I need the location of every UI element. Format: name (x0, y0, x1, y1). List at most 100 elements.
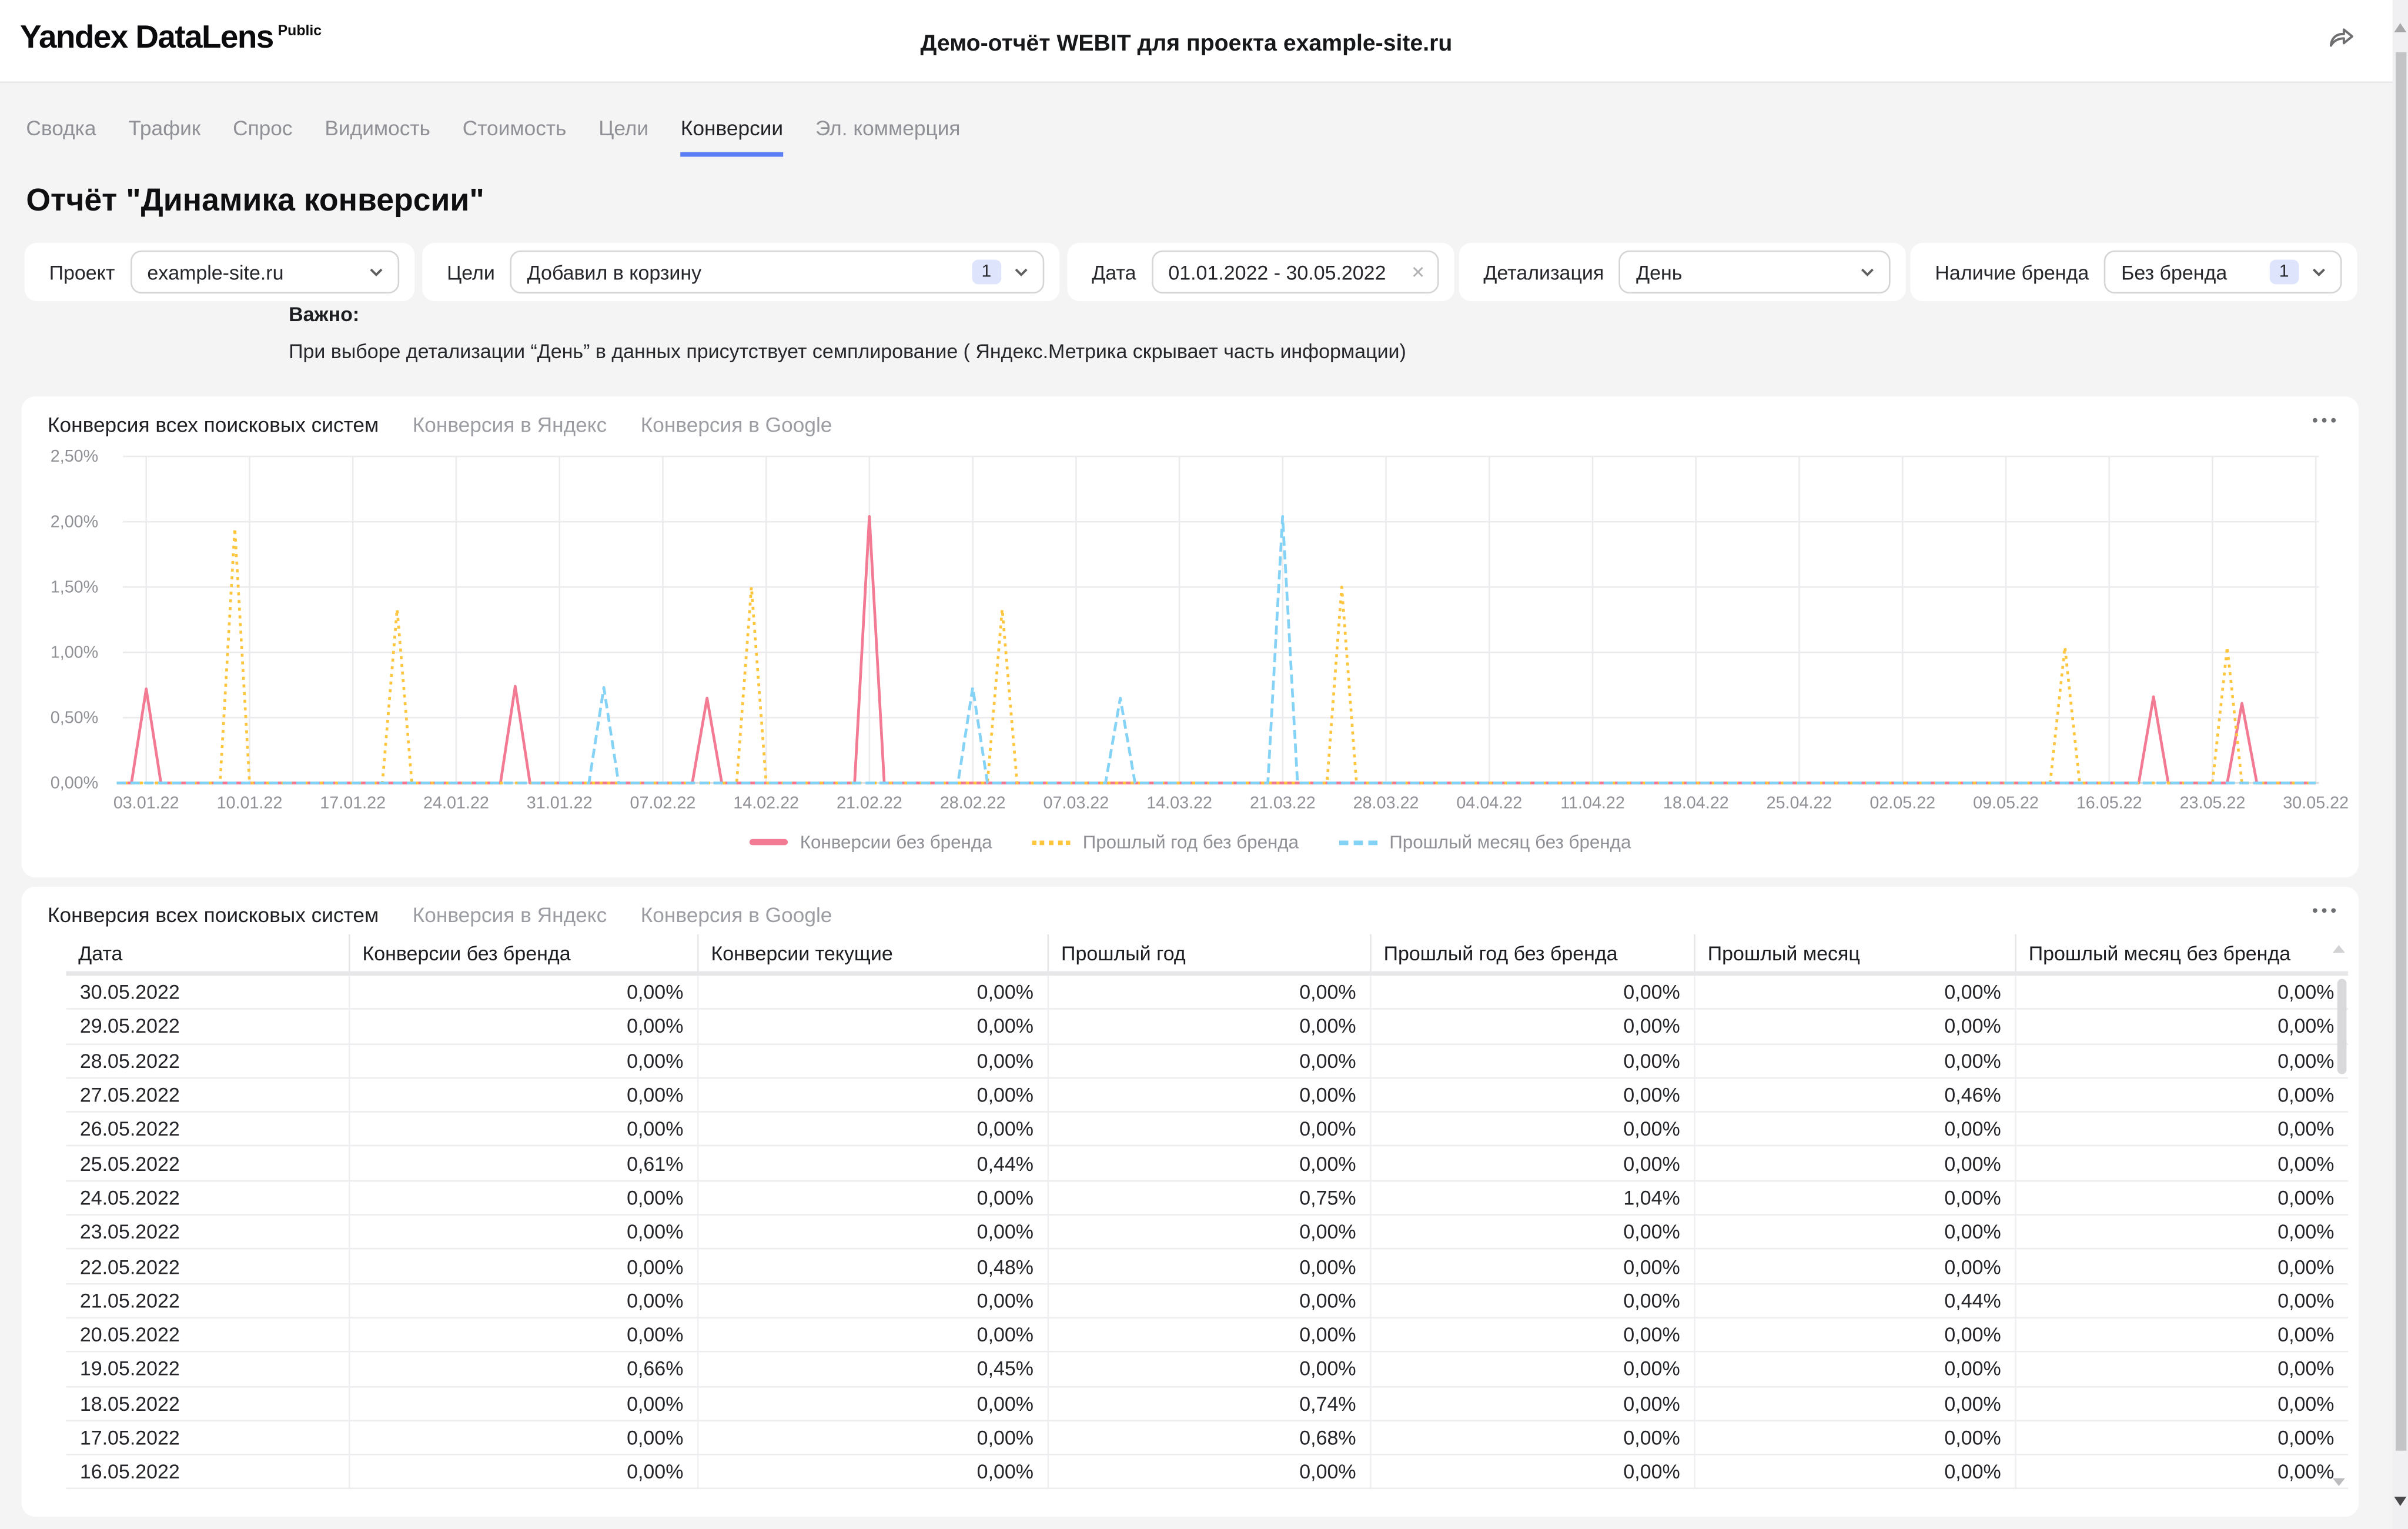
date-cell: 28.05.2022 (66, 1044, 350, 1077)
column-header[interactable]: Конверсии без бренда (350, 934, 699, 972)
dot-icon (2330, 418, 2336, 423)
table-scroll-down-icon[interactable] (2332, 1478, 2345, 1486)
table-row: 18.05.2022 0,00% 0,00% 0,74% 0,00% 0,00% 0,00% (66, 1387, 2349, 1421)
dot-icon (2322, 418, 2327, 423)
value-cell: 0,00% (1049, 1216, 1372, 1248)
x-axis-label: 07.02.22 (630, 793, 696, 812)
value-cell: 1,04% (1372, 1181, 1695, 1214)
value-cell: 0,00% (1695, 1044, 2016, 1077)
widget-tab[interactable]: Конверсия в Google (640, 903, 832, 927)
value-cell: 0,00% (1049, 1147, 1372, 1180)
table-body: 30.05.2022 0,00% 0,00% 0,00% 0,00% 0,00% 0,00%… (66, 976, 2349, 1490)
value-cell: 0,00% (1695, 1010, 2016, 1043)
widget-tab[interactable]: Конверсия всех поисковых систем (47, 903, 379, 927)
x-axis-label: 04.04.22 (1456, 793, 1522, 812)
column-header[interactable]: Прошлый месяц без бренда (2028, 941, 2291, 964)
value-cell: 0,00% (1372, 1250, 1695, 1283)
legend-item[interactable]: Прошлый год без бренда (1032, 832, 1299, 853)
selected-count-badge: 1 (971, 259, 1002, 285)
clear-icon[interactable]: ✕ (1411, 263, 1426, 282)
table-scrollbar-thumb[interactable] (2337, 979, 2347, 1074)
table-row: 19.05.2022 0,66% 0,45% 0,00% 0,00% 0,00% 0,00% (66, 1353, 2349, 1387)
legend-label: Прошлый месяц без бренда (1389, 831, 1631, 853)
date-cell: 23.05.2022 (66, 1216, 350, 1248)
nav-tab[interactable]: Стоимость (462, 116, 567, 140)
widget-tab[interactable]: Конверсия всех поисковых систем (47, 413, 379, 437)
value-cell: 0,00% (1372, 1387, 1695, 1420)
value-cell: 0,00% (699, 1079, 1049, 1111)
table-menu-button[interactable] (2313, 900, 2336, 920)
project-select[interactable]: example-site.ru (130, 250, 400, 294)
column-header[interactable]: Прошлый месяц (1695, 934, 2016, 972)
value-cell: 0,00% (1372, 1216, 1695, 1248)
selected-count-badge: 1 (2269, 259, 2299, 285)
table-row: 21.05.2022 0,00% 0,00% 0,00% 0,00% 0,44% 0,00% (66, 1284, 2349, 1318)
page-scrollbar[interactable] (2392, 0, 2408, 1529)
table-row: 25.05.2022 0,61% 0,44% 0,00% 0,00% 0,00% 0,00% (66, 1147, 2349, 1181)
value-cell: 0,00% (350, 1284, 699, 1317)
widget-tab[interactable]: Конверсия в Google (640, 413, 832, 437)
column-header[interactable]: Прошлый год (1049, 934, 1372, 972)
goals-value: Добавил в корзину (527, 260, 702, 284)
value-cell: 0,00% (699, 1044, 1049, 1077)
y-axis-label: 0,00% (51, 774, 98, 793)
widget-tab[interactable]: Конверсия в Яндекс (412, 903, 607, 927)
chevron-down-icon (370, 268, 383, 276)
date-range-input[interactable]: 01.01.2022 - 30.05.2022 ✕ (1151, 250, 1439, 294)
value-cell: 0,44% (699, 1147, 1049, 1180)
value-cell: 0,00% (1049, 976, 1372, 1009)
value-cell: 0,68% (1049, 1421, 1372, 1454)
value-cell: 0,00% (2277, 1186, 2335, 1210)
date-cell: 29.05.2022 (66, 1010, 350, 1043)
legend-item[interactable]: Прошлый месяц без бренда (1339, 832, 1631, 853)
legend-swatch-dotted (1032, 840, 1071, 844)
nav-tab[interactable]: Спрос (233, 116, 293, 140)
goals-select[interactable]: Добавил в корзину 1 (510, 250, 1045, 294)
filter-goals: Цели Добавил в корзину 1 (422, 242, 1060, 302)
scroll-down-arrow-icon[interactable] (2394, 1497, 2407, 1506)
x-axis-label: 11.04.22 (1560, 793, 1625, 812)
nav-tab[interactable]: Цели (598, 116, 649, 140)
value-cell: 0,00% (1049, 1113, 1372, 1146)
nav-tab[interactable]: Видимость (325, 116, 430, 140)
page-scrollbar-thumb[interactable] (2394, 52, 2406, 1451)
x-axis-label: 18.04.22 (1663, 793, 1729, 812)
nav-tab[interactable]: Сводка (26, 116, 96, 140)
detail-select[interactable]: День (1619, 250, 1891, 294)
chart-menu-button[interactable] (2313, 410, 2336, 430)
filter-label: Цели (447, 260, 495, 284)
nav-tab[interactable]: Эл. коммерция (815, 116, 961, 140)
value-cell: 0,00% (350, 1181, 699, 1214)
y-axis-label: 2,50% (51, 447, 98, 466)
x-axis-label: 23.05.22 (2180, 793, 2246, 812)
brand-select[interactable]: Без бренда 1 (2104, 250, 2342, 294)
value-cell: 0,00% (1049, 1044, 1372, 1077)
date-cell: 19.05.2022 (66, 1353, 350, 1386)
widget-tab[interactable]: Конверсия в Яндекс (412, 413, 607, 437)
value-cell: 0,00% (699, 1318, 1049, 1351)
date-cell: 18.05.2022 (66, 1387, 350, 1420)
share-button[interactable] (2326, 22, 2357, 52)
value-cell: 0,00% (1049, 1455, 1372, 1488)
note-text: При выборе детализации “День” в данных п… (289, 339, 1406, 363)
value-cell: 0,00% (1695, 1216, 2016, 1248)
legend-label: Конверсии без бренда (800, 831, 992, 853)
chevron-down-icon (1015, 268, 1028, 276)
x-axis-label: 24.01.22 (423, 793, 489, 812)
x-axis-label: 10.01.22 (217, 793, 283, 812)
nav-tab[interactable]: Конверсии (680, 117, 784, 157)
table-row: 20.05.2022 0,00% 0,00% 0,00% 0,00% 0,00% 0,00% (66, 1318, 2349, 1353)
value-cell: 0,00% (2277, 1151, 2335, 1176)
column-header[interactable]: Прошлый год без бренда (1372, 934, 1695, 972)
yandex-datalens-logo[interactable]: Yandex DataLens Public (20, 20, 322, 57)
x-axis-label: 03.01.22 (113, 793, 179, 812)
value-cell: 0,00% (2277, 1357, 2335, 1381)
nav-tab[interactable]: Трафик (128, 116, 201, 140)
legend-item[interactable]: Конверсии без бренда (749, 831, 992, 853)
column-header[interactable]: Дата (66, 934, 350, 972)
value-cell: 0,00% (1049, 1010, 1372, 1043)
table-scroll-up-icon[interactable] (2332, 945, 2345, 953)
scroll-up-arrow-icon[interactable] (2394, 23, 2407, 32)
value-cell: 0,00% (350, 976, 699, 1009)
column-header[interactable]: Конверсии текущие (699, 934, 1049, 972)
